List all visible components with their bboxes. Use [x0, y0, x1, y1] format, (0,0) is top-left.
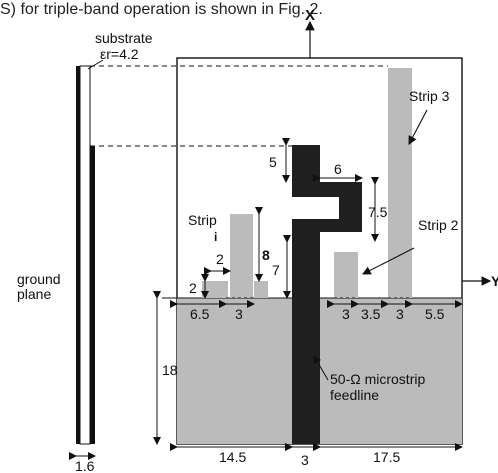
feedline-shape — [292, 145, 362, 444]
x-axis-label: X — [305, 7, 315, 24]
dim-6-5: 6.5 — [190, 306, 210, 322]
strip1-right-base — [254, 281, 268, 298]
dim-3-c: 3 — [396, 306, 404, 322]
strip2-shape — [334, 252, 358, 298]
substrate-label: substrate — [95, 30, 153, 46]
dim-17-5: 17.5 — [373, 449, 400, 465]
strip2-pointer — [362, 247, 415, 275]
dim-3-bottom: 3 — [301, 452, 309, 468]
ground-plane-bar — [90, 146, 95, 444]
feed-pointer — [313, 355, 329, 381]
dim-3-5: 3.5 — [361, 306, 381, 322]
strip3-label: Strip 3 — [409, 88, 450, 104]
dim-5-5: 5.5 — [425, 306, 445, 322]
dim-1-6: 1.6 — [75, 458, 95, 473]
caption-top: S) for triple-band operation is shown in… — [0, 1, 323, 18]
dim-7-5: 7.5 — [368, 204, 388, 220]
ground-label-1: ground — [17, 271, 61, 287]
strip1-label-2: i — [214, 230, 217, 244]
strip3-pointer — [408, 109, 428, 145]
strip1-base — [202, 281, 228, 298]
dim-2-side: 2 — [189, 280, 197, 296]
dim-7: 7 — [272, 262, 280, 278]
substrate-left-bar — [76, 66, 80, 444]
strip2-label: Strip 2 — [418, 217, 459, 233]
dim-8: 8 — [262, 247, 270, 263]
feed-label-2: feedline — [330, 387, 379, 403]
dim-6: 6 — [334, 161, 342, 177]
strip1-label-1: Strip — [188, 212, 217, 228]
substrate-body — [79, 65, 91, 445]
feed-label-1: 50-Ω microstrip — [330, 371, 425, 387]
substrate-eps: εr=4.2 — [100, 46, 139, 62]
y-axis-label: Y — [491, 273, 498, 289]
ground-label-2: plane — [17, 286, 51, 302]
substrate-pointer — [87, 59, 104, 70]
dim-14-5: 14.5 — [219, 449, 246, 465]
dim-18: 18 — [162, 362, 178, 378]
dim-2-top: 2 — [216, 251, 224, 267]
dim-3-a: 3 — [235, 306, 243, 322]
dim-5: 5 — [269, 154, 277, 170]
strip1-vertical — [230, 214, 253, 298]
dim-3-b: 3 — [342, 306, 350, 322]
